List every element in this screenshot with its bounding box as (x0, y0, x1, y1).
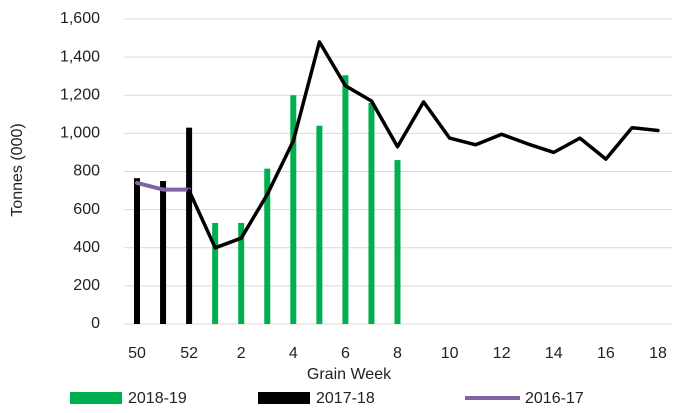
line (187, 40, 660, 250)
bar (290, 95, 297, 324)
y-tick-label: 600 (73, 201, 100, 218)
x-tick-label: 8 (393, 345, 402, 362)
x-axis-label: Grain Week (307, 366, 392, 383)
bar (342, 75, 349, 324)
legend-swatch (258, 392, 310, 404)
x-tick-label: 6 (341, 345, 350, 362)
bar (186, 127, 193, 324)
bar (368, 102, 375, 324)
legend-swatch (70, 392, 122, 404)
x-tick-label: 18 (649, 345, 667, 362)
y-tick-label: 1,200 (60, 86, 100, 103)
bar (238, 222, 245, 324)
legend-label: 2017-18 (316, 390, 375, 407)
x-tick-label: 52 (180, 345, 198, 362)
x-tick-label: 50 (128, 345, 146, 362)
y-tick-label: 400 (73, 239, 100, 256)
y-axis-label: Tonnes (000) (9, 123, 26, 216)
y-tick-label: 1,400 (60, 48, 100, 65)
line (135, 180, 192, 192)
bar (134, 178, 140, 324)
legend-label: 2018-19 (128, 390, 187, 407)
y-tick-label: 800 (73, 163, 100, 180)
x-tick-label: 14 (545, 345, 563, 362)
y-tick-label: 1,600 (60, 10, 100, 27)
x-tick-label: 4 (289, 345, 298, 362)
bar (264, 168, 271, 324)
bar (394, 160, 401, 324)
y-tick-label: 1,000 (60, 125, 100, 142)
x-tick-label: 16 (597, 345, 615, 362)
bar (212, 222, 219, 324)
x-tick-label: 10 (441, 345, 459, 362)
y-tick-label: 200 (73, 277, 100, 294)
bar (160, 181, 167, 324)
bar (316, 125, 323, 324)
y-tick-label: 0 (91, 315, 100, 332)
legend-label: 2016-17 (525, 390, 584, 407)
x-tick-label: 12 (493, 345, 511, 362)
x-tick-label: 2 (237, 345, 246, 362)
